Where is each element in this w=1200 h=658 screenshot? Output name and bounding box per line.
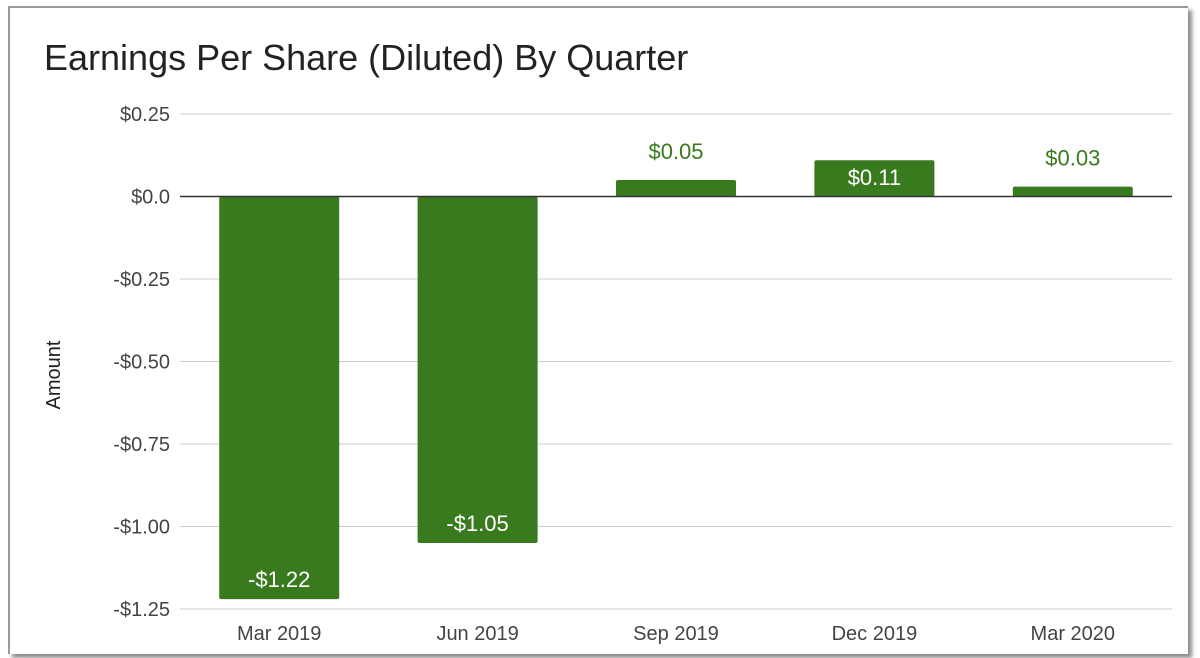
data-label: $0.03 bbox=[1045, 146, 1100, 171]
y-tick-label: -$1.25 bbox=[113, 599, 170, 621]
x-tick-label: Jun 2019 bbox=[436, 623, 518, 645]
y-tick-label: $0.25 bbox=[120, 104, 170, 126]
x-tick-label: Sep 2019 bbox=[633, 623, 719, 645]
bar bbox=[814, 160, 935, 197]
y-tick-label: -$0.75 bbox=[113, 434, 170, 456]
x-tick-label: Mar 2020 bbox=[1031, 623, 1116, 645]
bar bbox=[219, 196, 340, 600]
y-tick-label: -$0.50 bbox=[113, 352, 170, 374]
data-label: $0.11 bbox=[848, 165, 901, 190]
y-tick-label: -$1.00 bbox=[113, 517, 170, 539]
x-tick-label: Mar 2019 bbox=[237, 623, 322, 645]
bar bbox=[1012, 186, 1133, 197]
bar bbox=[616, 180, 736, 197]
bar bbox=[417, 196, 538, 543]
data-label: -$1.22 bbox=[248, 567, 310, 592]
chart-title: Earnings Per Share (Diluted) By Quarter bbox=[44, 37, 688, 78]
data-label: -$1.05 bbox=[446, 511, 508, 536]
data-label: $0.05 bbox=[648, 139, 703, 164]
y-axis-title: Amount bbox=[43, 340, 65, 409]
y-tick-label: -$0.25 bbox=[113, 269, 170, 291]
y-tick-label: $0.0 bbox=[131, 187, 170, 209]
x-tick-label: Dec 2019 bbox=[832, 623, 918, 645]
